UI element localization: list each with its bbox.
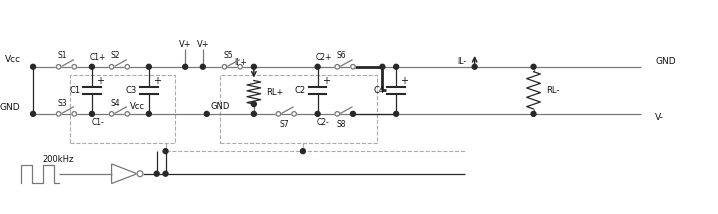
Circle shape: [56, 112, 61, 116]
Text: Vcc: Vcc: [129, 101, 144, 110]
Circle shape: [56, 64, 61, 69]
Circle shape: [380, 64, 385, 69]
Circle shape: [109, 64, 114, 69]
Text: S7: S7: [279, 120, 289, 129]
Circle shape: [251, 102, 256, 107]
Circle shape: [531, 64, 536, 69]
Circle shape: [335, 112, 340, 116]
Circle shape: [222, 64, 227, 69]
Text: C3: C3: [126, 86, 137, 95]
Text: C1+: C1+: [90, 54, 106, 62]
Text: IL+: IL+: [235, 58, 248, 67]
Circle shape: [146, 111, 151, 116]
Circle shape: [251, 111, 256, 116]
Circle shape: [238, 64, 243, 69]
Circle shape: [315, 64, 320, 69]
Circle shape: [350, 111, 355, 116]
Text: RL+: RL+: [266, 88, 284, 97]
Text: IL-: IL-: [457, 57, 467, 66]
Text: C2-: C2-: [316, 118, 329, 127]
Text: V-: V-: [656, 113, 664, 122]
Text: S3: S3: [57, 99, 67, 108]
Circle shape: [531, 111, 536, 116]
Circle shape: [335, 64, 340, 69]
Circle shape: [350, 112, 355, 116]
Text: V+: V+: [179, 40, 192, 49]
Text: +: +: [400, 76, 408, 86]
Circle shape: [163, 171, 168, 176]
Circle shape: [146, 64, 151, 69]
Circle shape: [125, 112, 129, 116]
Text: +: +: [96, 76, 104, 86]
Text: 200kHz: 200kHz: [43, 155, 74, 163]
Circle shape: [72, 64, 77, 69]
Circle shape: [31, 64, 35, 69]
Circle shape: [315, 111, 320, 116]
Circle shape: [292, 112, 297, 116]
Circle shape: [137, 171, 143, 177]
Circle shape: [90, 64, 94, 69]
Circle shape: [163, 149, 168, 154]
Circle shape: [125, 64, 129, 69]
Text: S6: S6: [336, 52, 346, 61]
Circle shape: [276, 112, 281, 116]
Text: C4: C4: [373, 86, 384, 95]
Circle shape: [31, 111, 35, 116]
Text: V+: V+: [197, 40, 209, 49]
Text: S2: S2: [111, 52, 120, 61]
Text: C1-: C1-: [91, 118, 104, 127]
Text: S5: S5: [223, 52, 233, 61]
Text: S8: S8: [337, 120, 346, 129]
Circle shape: [182, 64, 187, 69]
Text: RL-: RL-: [546, 86, 559, 95]
Text: C2+: C2+: [315, 54, 332, 62]
Text: Vcc: Vcc: [5, 55, 22, 64]
Text: S4: S4: [111, 99, 121, 108]
Circle shape: [472, 64, 477, 69]
Text: C2: C2: [294, 86, 306, 95]
Circle shape: [109, 112, 114, 116]
Text: GND: GND: [0, 103, 20, 111]
Circle shape: [72, 112, 77, 116]
Text: C1: C1: [69, 86, 80, 95]
Text: GND: GND: [656, 57, 676, 66]
Circle shape: [350, 64, 355, 69]
Circle shape: [393, 111, 398, 116]
Circle shape: [90, 111, 94, 116]
Circle shape: [205, 111, 209, 116]
Circle shape: [154, 171, 159, 176]
Text: +: +: [322, 76, 330, 86]
Circle shape: [251, 64, 256, 69]
Circle shape: [300, 149, 305, 154]
Circle shape: [200, 64, 205, 69]
Circle shape: [393, 64, 398, 69]
Text: +: +: [153, 76, 161, 86]
Text: S1: S1: [57, 52, 67, 61]
Text: GND: GND: [211, 101, 230, 110]
